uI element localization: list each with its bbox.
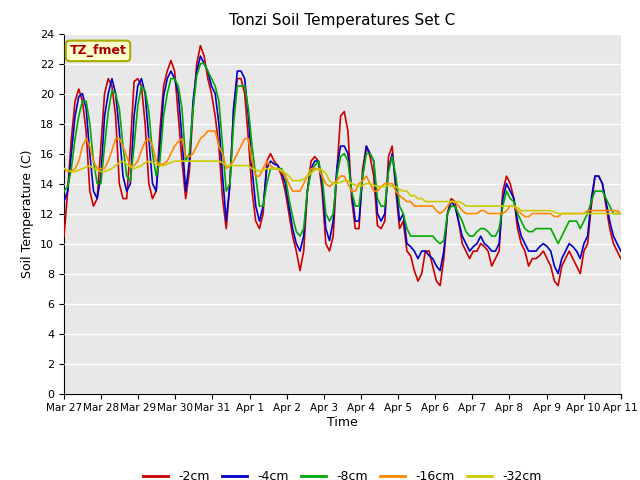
X-axis label: Time: Time [327,416,358,429]
Y-axis label: Soil Temperature (C): Soil Temperature (C) [22,149,35,278]
Text: TZ_fmet: TZ_fmet [70,44,127,58]
Title: Tonzi Soil Temperatures Set C: Tonzi Soil Temperatures Set C [229,13,456,28]
Legend: -2cm, -4cm, -8cm, -16cm, -32cm: -2cm, -4cm, -8cm, -16cm, -32cm [138,465,547,480]
